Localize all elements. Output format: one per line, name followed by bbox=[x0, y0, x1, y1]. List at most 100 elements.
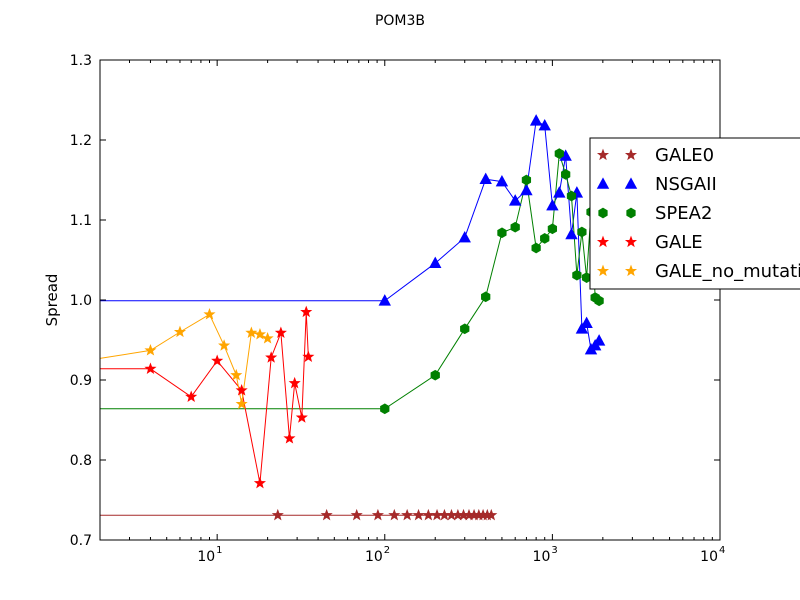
data-point-gale-no-mutation bbox=[245, 326, 258, 338]
x-tick-label: 10 1 bbox=[197, 545, 222, 565]
data-point-nsgaii bbox=[565, 227, 578, 240]
legend-label: GALE_no_mutation bbox=[655, 261, 800, 282]
legend-entry: GALE0 bbox=[596, 145, 714, 166]
data-point-spea2 bbox=[547, 223, 558, 235]
data-point-spea2 bbox=[577, 226, 587, 238]
legend-label: NSGAII bbox=[655, 174, 717, 195]
data-point-spea2 bbox=[540, 233, 550, 244]
x-tick-base: 10 bbox=[197, 549, 215, 565]
data-point-spea2 bbox=[566, 190, 577, 202]
data-point-gale bbox=[300, 305, 313, 318]
data-point-gale bbox=[274, 326, 287, 338]
series-line-nsgaii bbox=[100, 120, 600, 351]
data-point-gale bbox=[295, 411, 308, 423]
data-point-gale-no-mutation bbox=[218, 339, 231, 351]
legend-marker bbox=[626, 207, 636, 219]
series-line-gale bbox=[100, 311, 309, 484]
data-point-spea2 bbox=[594, 295, 604, 307]
data-point-gale0 bbox=[350, 508, 363, 521]
data-point-gale0 bbox=[271, 508, 284, 521]
data-point-gale-no-mutation bbox=[253, 328, 266, 340]
plot-frame bbox=[99, 59, 721, 541]
data-point-nsgaii bbox=[495, 174, 509, 187]
data-point-spea2 bbox=[554, 148, 564, 159]
x-tick-base: 10 bbox=[365, 549, 383, 565]
x-tick-exponent: 4 bbox=[719, 545, 725, 556]
y-tick-label: 0.8 bbox=[70, 453, 92, 469]
x-tick-label: 10 3 bbox=[533, 545, 558, 565]
data-point-gale bbox=[302, 350, 315, 362]
axes: 0.70.80.91.01.11.21.310 1 10 2 10 3 10 4 bbox=[70, 53, 726, 565]
data-point-gale0 bbox=[388, 508, 401, 521]
data-point-spea2 bbox=[460, 323, 470, 335]
data-point-spea2 bbox=[430, 369, 440, 381]
chart-title: POM3B bbox=[375, 13, 425, 29]
data-point-nsgaii bbox=[529, 114, 543, 126]
data-point-spea2 bbox=[497, 227, 507, 239]
data-point-gale-no-mutation bbox=[230, 368, 243, 381]
data-point-gale0 bbox=[371, 508, 384, 521]
data-point-spea2 bbox=[561, 169, 571, 180]
legend-marker bbox=[596, 148, 610, 161]
data-point-gale bbox=[235, 384, 248, 396]
legend-label: SPEA2 bbox=[655, 203, 712, 224]
legend-marker bbox=[624, 148, 638, 161]
x-tick-label: 10 2 bbox=[365, 545, 390, 565]
legend-label: GALE bbox=[655, 232, 703, 253]
data-point-nsgaii bbox=[508, 194, 522, 206]
data-point-gale-no-mutation bbox=[173, 325, 187, 338]
data-point-nsgaii bbox=[553, 186, 566, 198]
legend-marker bbox=[624, 264, 638, 277]
y-tick-label: 1.3 bbox=[70, 53, 92, 69]
data-point-nsgaii bbox=[479, 172, 492, 184]
legend-entry: NSGAII bbox=[596, 174, 717, 195]
series-line-spea2 bbox=[100, 153, 600, 410]
data-point-gale bbox=[211, 354, 224, 366]
data-point-gale0 bbox=[412, 508, 425, 521]
data-point-nsgaii bbox=[458, 230, 471, 243]
data-point-spea2 bbox=[510, 221, 520, 233]
data-point-gale bbox=[144, 362, 157, 374]
x-tick-base: 10 bbox=[700, 549, 718, 565]
data-point-spea2 bbox=[521, 174, 532, 186]
legend-entry: SPEA2 bbox=[598, 203, 712, 224]
legend-marker bbox=[598, 207, 608, 219]
data-point-nsgaii bbox=[580, 316, 593, 329]
y-tick-label: 1.1 bbox=[70, 213, 92, 229]
x-tick-exponent: 3 bbox=[551, 545, 557, 556]
legend-entry: GALE_no_mutation bbox=[596, 261, 800, 282]
y-tick-label: 1.0 bbox=[70, 293, 92, 309]
data-point-nsgaii bbox=[575, 322, 589, 334]
x-tick-exponent: 1 bbox=[216, 545, 222, 556]
data-point-nsgaii bbox=[378, 294, 391, 306]
data-point-spea2 bbox=[572, 269, 582, 281]
data-point-gale0 bbox=[422, 508, 435, 521]
data-point-gale-no-mutation bbox=[261, 332, 274, 344]
data-point-gale bbox=[253, 476, 266, 489]
y-tick-label: 0.7 bbox=[70, 533, 92, 549]
data-point-gale0 bbox=[401, 508, 414, 521]
plot-markers bbox=[144, 114, 606, 521]
legend-box bbox=[589, 137, 800, 290]
y-axis-label: Spread bbox=[43, 274, 61, 327]
data-point-spea2 bbox=[481, 291, 491, 303]
data-point-gale0 bbox=[485, 508, 498, 521]
data-point-gale-no-mutation bbox=[235, 397, 248, 410]
legend-marker bbox=[596, 235, 610, 248]
legend-marker bbox=[596, 264, 610, 277]
legend: GALE0 NSGAII SPEA2 GALE GALE_no_mutation bbox=[589, 137, 800, 290]
data-point-nsgaii bbox=[592, 334, 606, 346]
legend-marker bbox=[624, 177, 638, 189]
data-point-nsgaii bbox=[429, 256, 442, 269]
legend-label: GALE0 bbox=[655, 145, 714, 166]
legend-marker bbox=[624, 235, 638, 248]
data-point-spea2 bbox=[531, 242, 541, 254]
data-point-gale-no-mutation bbox=[203, 308, 216, 320]
x-tick-label: 10 4 bbox=[700, 545, 725, 565]
data-point-gale-no-mutation bbox=[144, 344, 157, 356]
y-tick-label: 1.2 bbox=[70, 133, 92, 149]
y-tick-label: 0.9 bbox=[70, 373, 92, 389]
data-point-nsgaii bbox=[538, 118, 551, 131]
legend-marker bbox=[596, 177, 610, 189]
